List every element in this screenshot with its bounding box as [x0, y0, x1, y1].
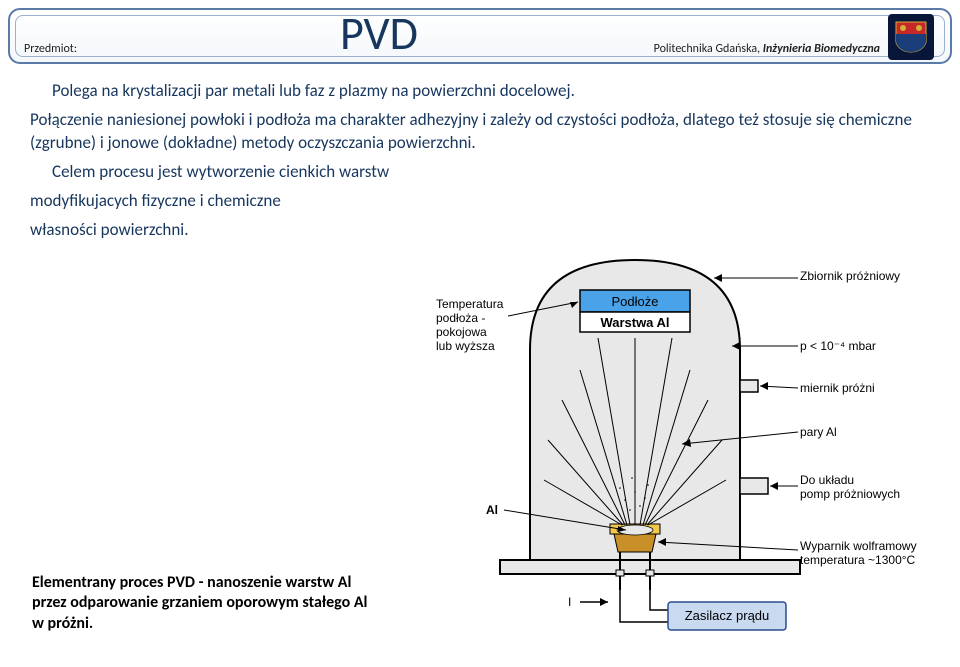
- label-temp3: pokojowa: [436, 325, 487, 339]
- label-al: Al: [486, 503, 498, 517]
- page-title: PVD: [340, 6, 418, 62]
- paragraph-2: Połączenie naniesionej powłoki i podłoża…: [30, 109, 930, 155]
- label-zbiornik: Zbiornik próżniowy: [800, 269, 900, 283]
- label-warstwa: Warstwa Al: [600, 315, 669, 330]
- label-miernik: miernik próżni: [800, 381, 875, 395]
- figure-caption: Elementrany proces PVD - nanoszenie wars…: [32, 573, 382, 635]
- label-temp2: podłoża -: [436, 311, 485, 325]
- label-wyparnik2: temperatura ~1300°C: [800, 553, 916, 567]
- label-zasilacz: Zasilacz prądu: [685, 608, 770, 623]
- paragraph-1: Polega na krystalizacji par metali lub f…: [30, 80, 930, 103]
- label-temp4: lub wyższa: [436, 339, 495, 353]
- header-right-label: Politechnika Gdańska, Inżynieria Biomedy…: [654, 42, 880, 56]
- pvd-diagram: Podłoże Warstwa Al I Zasilac: [430, 230, 930, 650]
- header-right-bold: Inżynieria Biomedyczna: [763, 42, 880, 56]
- paragraph-4: modyfikujacych fizyczne i chemiczne: [30, 190, 930, 213]
- label-pary: pary Al: [800, 425, 837, 439]
- label-current: I: [568, 595, 571, 609]
- label-wyparnik1: Wyparnik wolframowy: [800, 539, 917, 553]
- body-text: Polega na krystalizacji par metali lub f…: [30, 80, 930, 248]
- header-left-label: Przedmiot:: [24, 42, 77, 56]
- label-temp1: Temperatura: [436, 297, 504, 311]
- header-right-prefix: Politechnika Gdańska,: [654, 42, 763, 56]
- university-logo: [886, 12, 936, 62]
- label-uklad1: Do układu: [800, 473, 854, 487]
- label-uklad2: pomp próżniowych: [800, 487, 900, 501]
- label-podloze: Podłoże: [612, 294, 659, 309]
- label-pressure: p < 10⁻⁴ mbar: [800, 339, 876, 353]
- paragraph-3: Celem procesu jest wytworzenie cienkich …: [30, 161, 930, 184]
- header-bar: Przedmiot: Politechnika Gdańska, Inżynie…: [8, 8, 952, 64]
